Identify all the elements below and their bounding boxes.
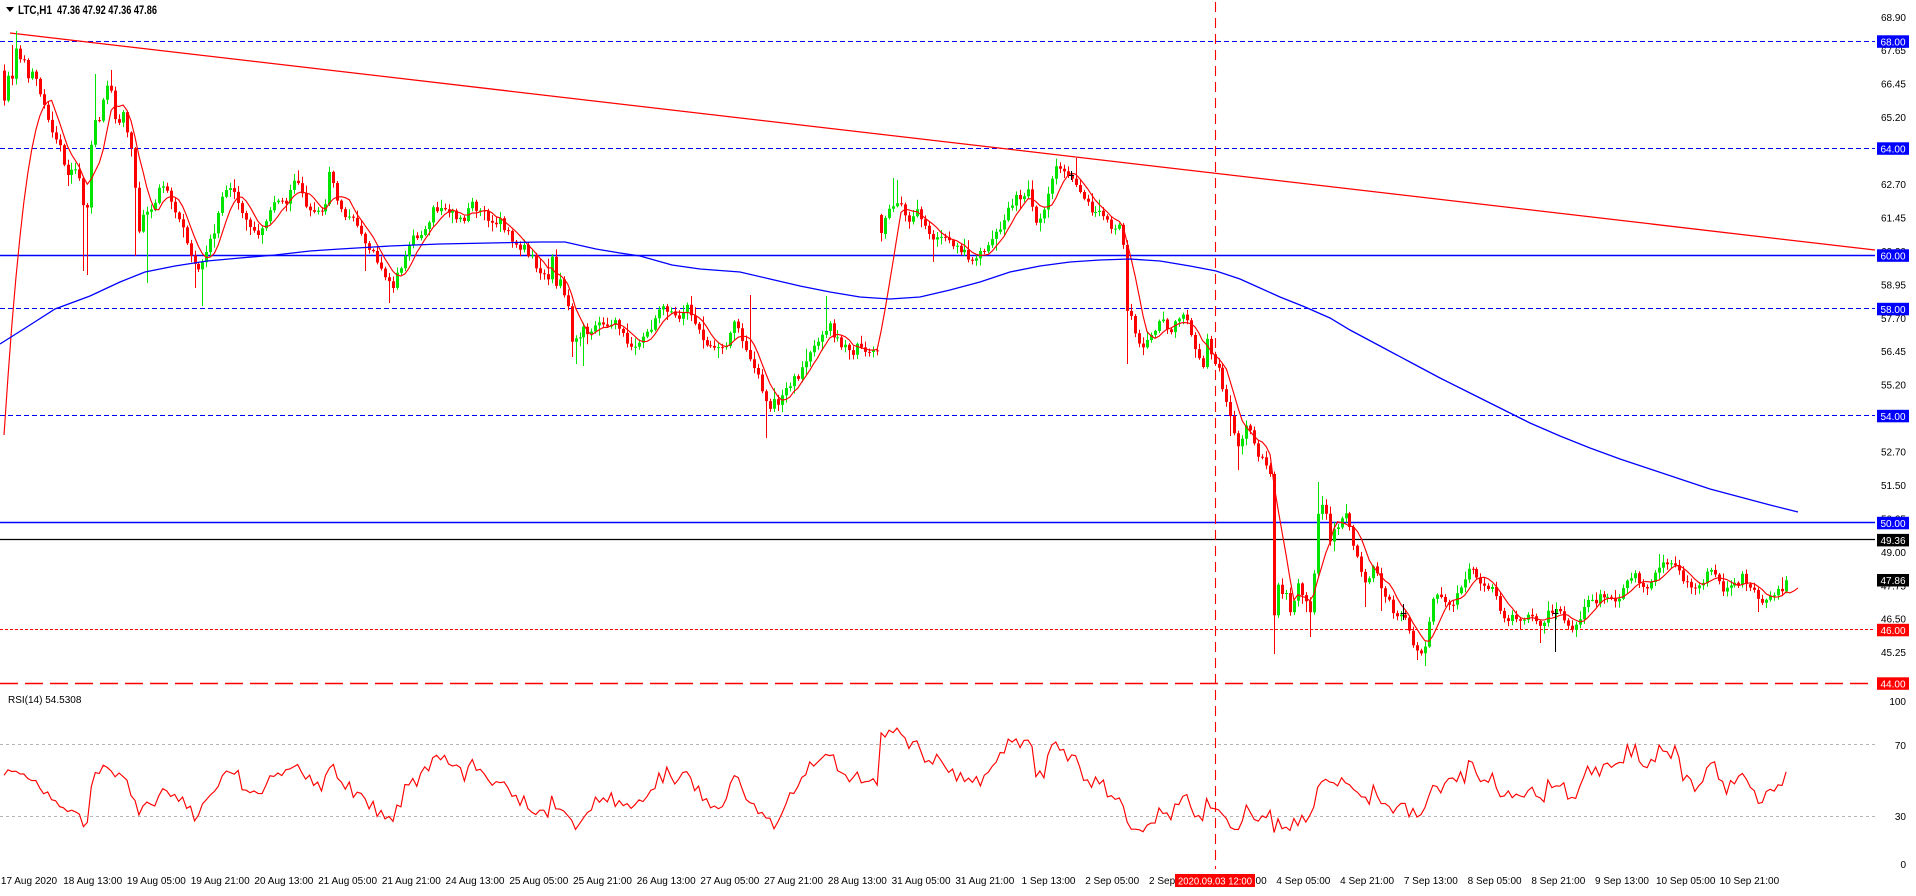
svg-text:27 Aug 05:00: 27 Aug 05:00: [700, 876, 759, 887]
svg-text:65.20: 65.20: [1881, 113, 1906, 124]
svg-text:28 Aug 13:00: 28 Aug 13:00: [828, 876, 887, 887]
svg-text:67.65: 67.65: [1881, 46, 1906, 57]
svg-text:68.00: 68.00: [1880, 37, 1905, 48]
svg-text:68.90: 68.90: [1881, 13, 1906, 24]
svg-text:LTC,H1: LTC,H1: [18, 5, 53, 17]
svg-text:31 Aug 05:00: 31 Aug 05:00: [892, 876, 951, 887]
svg-text:20 Aug 13:00: 20 Aug 13:00: [254, 876, 313, 887]
svg-text:25 Aug 05:00: 25 Aug 05:00: [509, 876, 568, 887]
svg-text:1 Sep 13:00: 1 Sep 13:00: [1022, 876, 1076, 887]
svg-text:9 Sep 13:00: 9 Sep 13:00: [1595, 876, 1649, 887]
svg-text:2020.09.03 12:00: 2020.09.03 12:00: [1178, 876, 1252, 887]
svg-text:10 Sep 21:00: 10 Sep 21:00: [1720, 876, 1780, 887]
svg-text:31 Aug 21:00: 31 Aug 21:00: [955, 876, 1014, 887]
svg-text:26 Aug 13:00: 26 Aug 13:00: [637, 876, 696, 887]
svg-text:51.50: 51.50: [1881, 481, 1906, 492]
svg-text:49.36: 49.36: [1880, 536, 1905, 547]
svg-text:30: 30: [1895, 812, 1907, 823]
svg-text:55.20: 55.20: [1881, 381, 1906, 392]
svg-text:19 Aug 05:00: 19 Aug 05:00: [127, 876, 186, 887]
svg-text:21 Aug 21:00: 21 Aug 21:00: [382, 876, 441, 887]
svg-text:17 Aug 2020: 17 Aug 2020: [1, 876, 58, 887]
svg-text:45.25: 45.25: [1881, 648, 1906, 659]
svg-text:46.00: 46.00: [1880, 626, 1905, 637]
svg-text:70: 70: [1895, 741, 1907, 752]
svg-text:52.70: 52.70: [1881, 448, 1906, 459]
svg-text:100: 100: [1889, 697, 1906, 708]
svg-text:8 Sep 21:00: 8 Sep 21:00: [1531, 876, 1585, 887]
svg-text:47.86: 47.86: [1880, 576, 1905, 587]
svg-text:4 Sep 21:00: 4 Sep 21:00: [1340, 876, 1394, 887]
svg-text:7 Sep 13:00: 7 Sep 13:00: [1404, 876, 1458, 887]
svg-text:0: 0: [1900, 860, 1906, 871]
svg-text:60.00: 60.00: [1880, 251, 1905, 262]
svg-text:8 Sep 05:00: 8 Sep 05:00: [1468, 876, 1522, 887]
svg-text:RSI(14) 54.5308: RSI(14) 54.5308: [8, 695, 82, 706]
svg-text:66.45: 66.45: [1881, 80, 1906, 91]
svg-text:10 Sep 05:00: 10 Sep 05:00: [1656, 876, 1716, 887]
svg-text:2 Sep 05:00: 2 Sep 05:00: [1085, 876, 1139, 887]
svg-text:56.45: 56.45: [1881, 347, 1906, 358]
svg-text:49.00: 49.00: [1881, 548, 1906, 559]
svg-text:27 Aug 21:00: 27 Aug 21:00: [764, 876, 823, 887]
svg-text:25 Aug 21:00: 25 Aug 21:00: [573, 876, 632, 887]
svg-text:24 Aug 13:00: 24 Aug 13:00: [446, 876, 505, 887]
svg-text:21 Aug 05:00: 21 Aug 05:00: [318, 876, 377, 887]
svg-text:47.36 47.92 47.36 47.86: 47.36 47.92 47.36 47.86: [57, 5, 157, 17]
svg-text:54.00: 54.00: [1880, 412, 1905, 423]
svg-text:19 Aug 21:00: 19 Aug 21:00: [191, 876, 250, 887]
svg-text:50.00: 50.00: [1880, 519, 1905, 530]
svg-text:58.00: 58.00: [1880, 305, 1905, 316]
svg-text:58.95: 58.95: [1881, 280, 1906, 291]
svg-text:64.00: 64.00: [1880, 144, 1905, 155]
svg-text:46.50: 46.50: [1881, 615, 1906, 626]
svg-text:62.70: 62.70: [1881, 180, 1906, 191]
svg-text:44.00: 44.00: [1880, 679, 1905, 690]
svg-text:47.75: 47.75: [1881, 581, 1906, 592]
svg-text:61.45: 61.45: [1881, 213, 1906, 224]
svg-text:57.70: 57.70: [1881, 314, 1906, 325]
svg-text:4 Sep 05:00: 4 Sep 05:00: [1276, 876, 1330, 887]
svg-text:18 Aug 13:00: 18 Aug 13:00: [63, 876, 122, 887]
